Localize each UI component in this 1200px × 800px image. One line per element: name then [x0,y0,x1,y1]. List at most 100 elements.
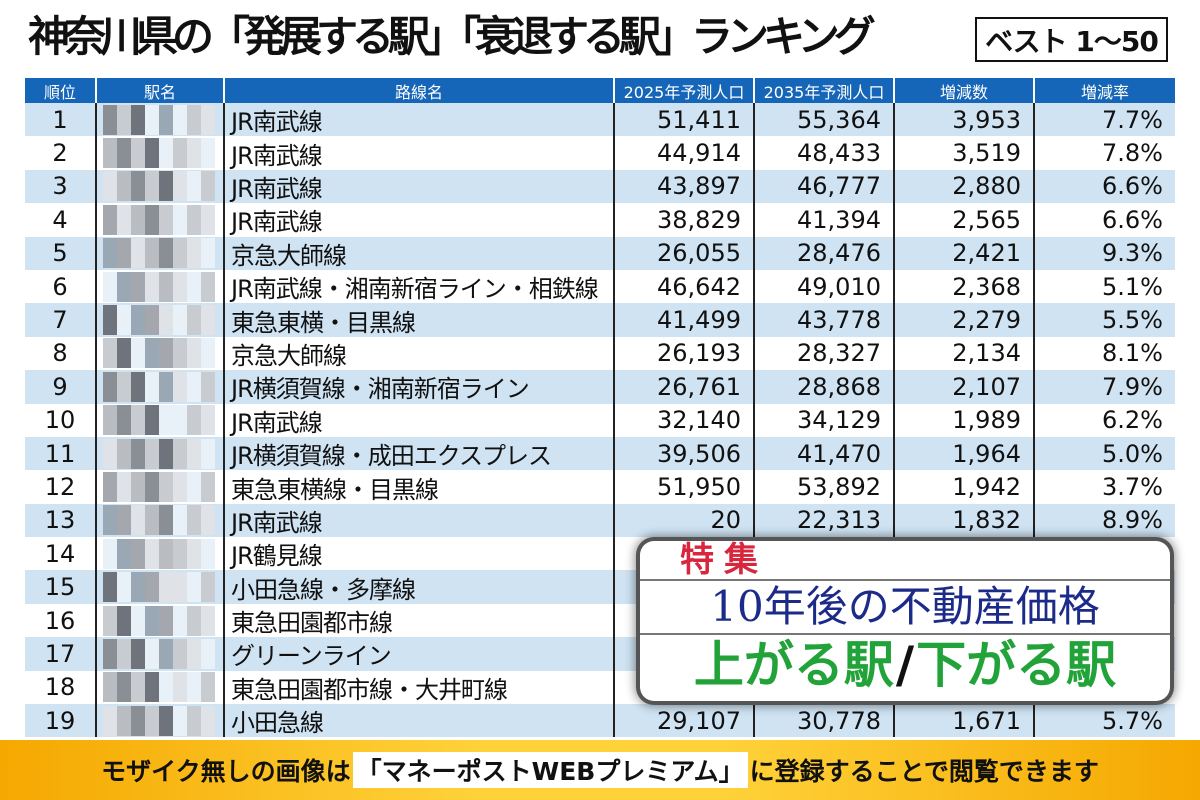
diff-cell: 2,134 [895,336,1035,371]
rate-cell: 5.0% [1102,439,1163,468]
mosaic-image [103,705,215,736]
banner-brand[interactable]: 「マネーポストWEBプレミアム」 [352,752,748,788]
pop-2025-cell: 43,897 [615,169,755,204]
feature-tag: 特集 [680,540,768,580]
table-row: 8 京急大師線 26,193 28,327 2,134 8.1% [25,336,1175,371]
mosaic-image [103,305,215,336]
diff-cell: 2,107 [895,370,1035,404]
diff-cell: 2,565 [895,203,1035,237]
line-cell: JR南武線・湘南新宿ライン・相鉄線 [225,269,615,304]
mosaic-image [103,271,215,302]
rank-cell: 19 [25,704,97,738]
header-diff: 増減数 [895,78,1035,103]
rank-cell: 2 [25,136,97,170]
diff-cell: 2,279 [895,303,1035,337]
pop-2035-cell: 43,778 [755,303,895,337]
station-cell [97,436,225,471]
rate-cell: 7.7% [1102,105,1163,134]
pop-2025-cell: 41,499 [615,303,755,337]
mosaic-image [103,104,215,135]
diff-cell: 3,519 [895,136,1035,170]
diff-cell: 1,964 [895,436,1035,471]
diff-cell: 2,368 [895,269,1035,304]
pop-2025-cell: 26,055 [615,236,755,270]
pop-2035-cell: 41,470 [755,436,895,471]
pop-2025-cell: 20 [615,503,755,538]
table-row: 14 JR鶴見線 [25,537,1175,571]
banner-post: に登録することで閲覧できます [749,757,1099,786]
pop-2035-cell: 28,868 [755,370,895,404]
pop-2025-cell: 46,642 [615,269,755,304]
line-cell: 東急東横線・目黒線 [225,470,615,504]
table-header: 順位 駅名 路線名 2025年予測人口 2035年予測人口 増減数 増減率 [25,78,1175,103]
rail-slash-icon: / [895,636,915,694]
station-cell [97,670,225,705]
rank-cell: 12 [25,470,97,504]
station-cell [97,336,225,371]
rank-cell: 8 [25,336,97,371]
rate-cell: 8.1% [1102,339,1163,368]
line-cell: JR南武線 [225,403,615,437]
table-row: 19 小田急線 29,107 30,778 1,671 5.7% [25,704,1175,738]
pop-2035-cell: 34,129 [755,403,895,437]
table-row: 6 JR南武線・湘南新宿ライン・相鉄線 46,642 49,010 2,368 5.1% [25,269,1175,304]
line-cell: 小田急線・多摩線 [225,570,615,604]
line-cell: 小田急線 [225,704,615,738]
pop-2025-cell: 51,950 [615,470,755,504]
rank-cell: 17 [25,637,97,671]
station-cell [97,637,225,671]
rank-cell: 16 [25,603,97,638]
diff-cell: 1,671 [895,704,1035,738]
pop-2035-cell: 53,892 [755,470,895,504]
table-row: 4 JR南武線 38,829 41,394 2,565 6.6% [25,203,1175,237]
rank-cell: 18 [25,670,97,705]
station-cell [97,103,225,137]
overlay-down: 下がる駅 [916,636,1117,694]
table-row: 2 JR南武線 44,914 48,433 3,519 7.8% [25,136,1175,170]
mosaic-image [103,438,215,469]
overlay-headline: 10年後の不動産価格 [640,579,1170,635]
line-cell: JR南武線 [225,103,615,137]
line-cell: JR横須賀線・湘南新宿ライン [225,370,615,404]
line-cell: 東急東横・目黒線 [225,303,615,337]
mosaic-image [103,638,215,669]
mosaic-image [103,204,215,235]
table-row: 12 東急東横線・目黒線 51,950 53,892 1,942 3.7% [25,470,1175,504]
overlay-up: 上がる駅 [693,636,894,694]
table-row: 1 JR南武線 51,411 55,364 3,953 7.7% [25,103,1175,137]
station-cell [97,370,225,404]
pop-2025-cell: 39,506 [615,436,755,471]
line-cell: JR横須賀線・成田エクスプレス [225,436,615,471]
rank-cell: 4 [25,203,97,237]
station-cell [97,236,225,270]
rate-cell: 6.6% [1102,172,1163,201]
mosaic-image [103,471,215,502]
pop-2035-cell: 48,433 [755,136,895,170]
table-row: 9 JR横須賀線・湘南新宿ライン 26,761 28,868 2,107 7.9% [25,370,1175,404]
overlay-subheadline: 上がる駅/下がる駅 [640,635,1170,695]
mosaic-image [103,605,215,636]
station-cell [97,537,225,571]
line-cell: JR南武線 [225,503,615,538]
pop-2035-cell: 30,778 [755,704,895,738]
line-cell: 京急大師線 [225,236,615,270]
line-cell: 東急田園都市線 [225,603,615,638]
line-cell: グリーンライン [225,637,615,671]
table-row: 16 東急田園都市線 [25,603,1175,638]
pop-2025-cell: 51,411 [615,103,755,137]
rank-cell: 7 [25,303,97,337]
pop-2035-cell: 41,394 [755,203,895,237]
rank-cell: 3 [25,169,97,204]
mosaic-image [103,371,215,402]
pop-2025-cell: 38,829 [615,203,755,237]
station-cell [97,403,225,437]
rate-cell: 5.5% [1102,306,1163,335]
rank-cell: 9 [25,370,97,404]
station-cell [97,169,225,204]
diff-cell: 2,880 [895,169,1035,204]
rank-cell: 10 [25,403,97,437]
premium-banner[interactable]: モザイク無しの画像は 「マネーポストWEBプレミアム」 に登録することで閲覧できます [0,740,1200,800]
banner-pre: モザイク無しの画像は [101,757,351,786]
table-row: 10 JR南武線 32,140 34,129 1,989 6.2% [25,403,1175,437]
table-row: 3 JR南武線 43,897 46,777 2,880 6.6% [25,169,1175,204]
